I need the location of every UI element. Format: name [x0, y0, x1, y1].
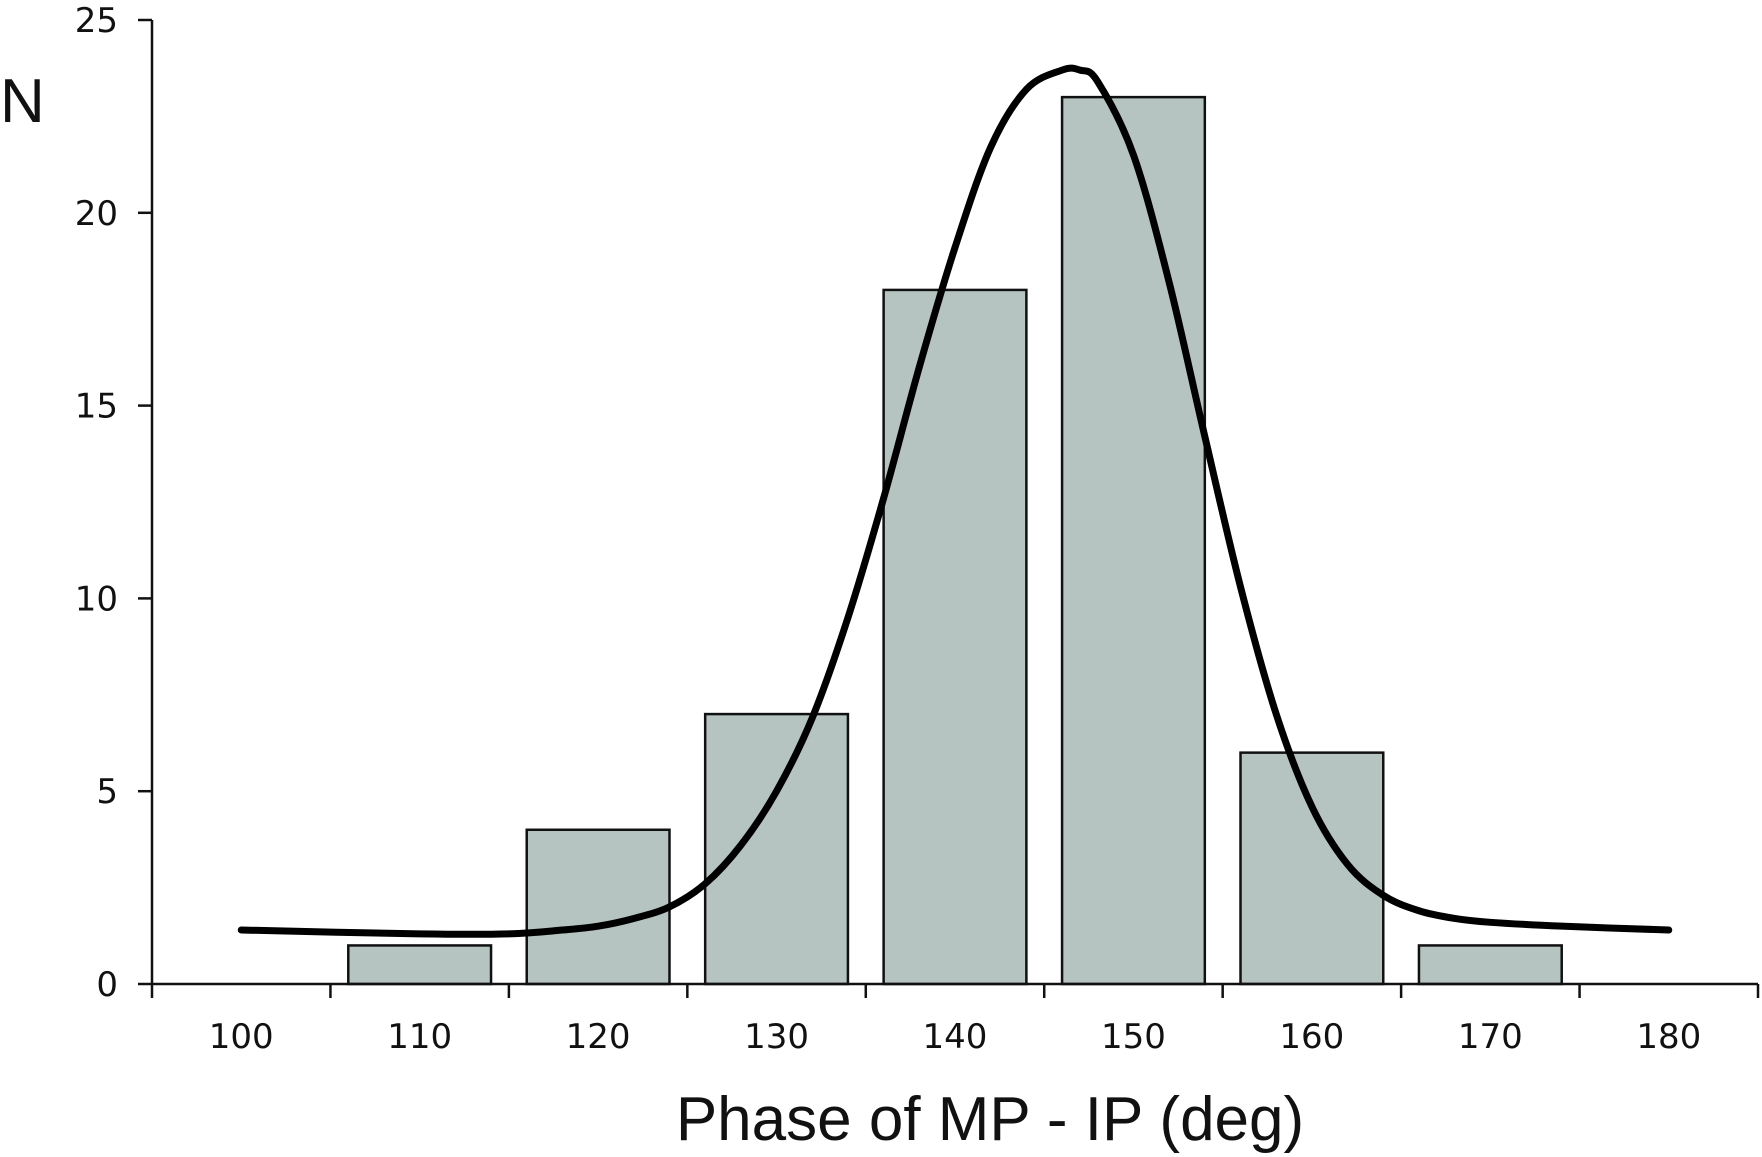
x-tick-label-170: 170 — [1458, 1017, 1523, 1057]
y-tick-label-25: 25 — [75, 1, 118, 41]
bar-110 — [347, 944, 493, 986]
fit-curve — [237, 64, 1673, 938]
x-tick-label-100: 100 — [209, 1017, 274, 1057]
x-tick-label-160: 160 — [1279, 1017, 1344, 1057]
y-tick-label-5: 5 — [96, 772, 118, 812]
y-tick-label-15: 15 — [75, 387, 118, 427]
x-tick-label-120: 120 — [566, 1017, 631, 1057]
y-tick-label-0: 0 — [96, 965, 118, 1005]
x-tick-label-110: 110 — [387, 1017, 452, 1057]
fit-curve-group — [237, 64, 1673, 938]
x-tick-label-150: 150 — [1101, 1017, 1166, 1057]
x-tick-label-130: 130 — [744, 1017, 809, 1057]
bar-130 — [703, 712, 850, 986]
tick-labels-group: 0 5 10 15 20 25 100 110 120 130 140 150 160 170 180 — [75, 1, 1701, 1057]
bar-160 — [1239, 751, 1385, 986]
y-tick-label-10: 10 — [75, 579, 118, 619]
bar-150 — [1060, 95, 1207, 986]
y-tick-label-20: 20 — [75, 194, 118, 234]
y-axis-title: N — [0, 67, 45, 136]
axes-group — [138, 18, 1760, 998]
x-tick-label-140: 140 — [923, 1017, 988, 1057]
x-tick-label-180: 180 — [1636, 1017, 1701, 1057]
bar-170 — [1417, 944, 1563, 986]
x-axis-title: Phase of MP - IP (deg) — [676, 1085, 1304, 1154]
bars-group — [347, 95, 1563, 986]
bar-120 — [525, 828, 671, 986]
bar-140 — [882, 288, 1028, 986]
